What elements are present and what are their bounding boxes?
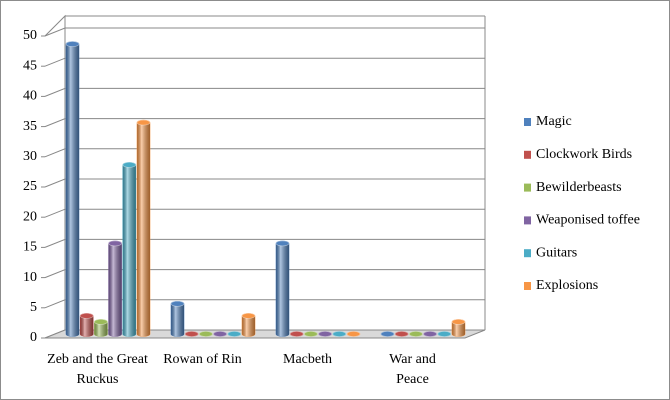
y-tick-label: 40 (23, 89, 37, 104)
bar-shade (94, 321, 108, 337)
bar-shade (171, 303, 184, 337)
grid-line (44, 118, 485, 128)
bar-shade (122, 164, 136, 337)
bar-cap (451, 319, 466, 325)
legend-label: Magic (536, 114, 572, 129)
bar-cap (213, 331, 227, 337)
bar-cap (346, 331, 361, 337)
grid-line (44, 87, 485, 97)
grid-line (44, 208, 485, 218)
grid-line (44, 299, 485, 309)
bar-cap (94, 319, 108, 325)
legend-label: Explosions (536, 278, 598, 293)
bar-shade (66, 44, 79, 337)
side-wall (44, 14, 66, 339)
bar-cap (170, 300, 185, 307)
y-tick-label: 0 (30, 330, 37, 345)
legend-swatch (524, 118, 531, 126)
bar-shade (242, 315, 255, 337)
grid-line (44, 238, 485, 248)
bar-cap (227, 331, 242, 337)
legend-label: Bewilderbeasts (536, 180, 622, 195)
bar-cap (65, 41, 80, 47)
legend-label: Clockwork Birds (536, 147, 632, 162)
bar-cap (332, 331, 347, 337)
bar-cap (108, 240, 122, 247)
grid-line (44, 269, 485, 279)
bar-cap (241, 313, 256, 319)
bar-cap (275, 240, 290, 247)
legend-swatch (524, 216, 531, 225)
legend-swatch (524, 282, 531, 290)
bar-cap (79, 313, 94, 319)
grid-line (44, 57, 485, 67)
bar-cap (394, 331, 409, 337)
y-tick-label: 20 (23, 209, 37, 224)
x-tick-label: Zeb and the Great Ruckus (47, 352, 148, 387)
bar-shade (452, 321, 465, 337)
bar-shade (137, 122, 150, 337)
bar-cap (380, 331, 395, 337)
y-tick-label: 50 (23, 28, 37, 43)
legend-label: Guitars (536, 245, 577, 260)
bar-cap (318, 331, 332, 337)
y-tick-label: 30 (23, 149, 37, 164)
y-tick-label: 25 (23, 179, 37, 194)
bar-cap (199, 331, 213, 337)
bar-cap (437, 331, 452, 337)
bar-cap (289, 331, 304, 337)
x-tick-label: Rowan of Rin (163, 352, 242, 367)
bar-shade (276, 243, 289, 337)
legend-swatch (524, 183, 531, 192)
grid-line (44, 178, 485, 188)
y-tick-label: 15 (23, 240, 37, 255)
bar-cap (304, 331, 318, 337)
y-tick-label: 5 (30, 300, 37, 315)
bar-cap (184, 331, 199, 337)
bar-cap (136, 119, 151, 126)
bar-cap (122, 162, 137, 168)
y-tick-label: 45 (23, 58, 37, 73)
y-tick-label: 10 (23, 270, 37, 285)
legend-label: Weaponised toffee (536, 213, 640, 228)
grid-line (44, 148, 485, 158)
bar-cap (409, 331, 423, 337)
y-tick-label: 35 (23, 119, 37, 134)
x-tick-label: War and Peace (389, 352, 436, 387)
legend-swatch (524, 249, 531, 258)
bar-shade (108, 243, 122, 337)
legend-swatch (524, 150, 531, 159)
grid-line (44, 27, 485, 37)
floor (44, 329, 486, 339)
bar-cap (423, 331, 437, 337)
bar-shade (80, 315, 94, 337)
x-tick-label: Macbeth (283, 352, 332, 367)
